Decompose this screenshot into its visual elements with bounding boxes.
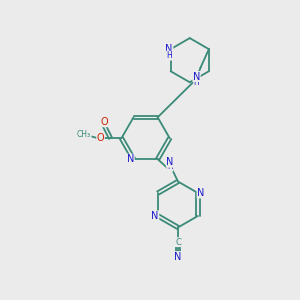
Text: C: C xyxy=(175,238,181,247)
Text: N: N xyxy=(197,188,205,198)
Text: N: N xyxy=(127,154,134,164)
Text: N: N xyxy=(174,252,182,262)
Text: O: O xyxy=(100,117,108,127)
Text: H: H xyxy=(167,162,173,171)
Text: N: N xyxy=(193,71,200,82)
Text: N: N xyxy=(166,157,174,167)
Text: H: H xyxy=(166,51,172,60)
Text: CH₃: CH₃ xyxy=(77,130,91,139)
Text: N: N xyxy=(166,44,173,54)
Text: H: H xyxy=(194,78,200,87)
Text: O: O xyxy=(97,133,104,143)
Text: N: N xyxy=(152,211,159,221)
